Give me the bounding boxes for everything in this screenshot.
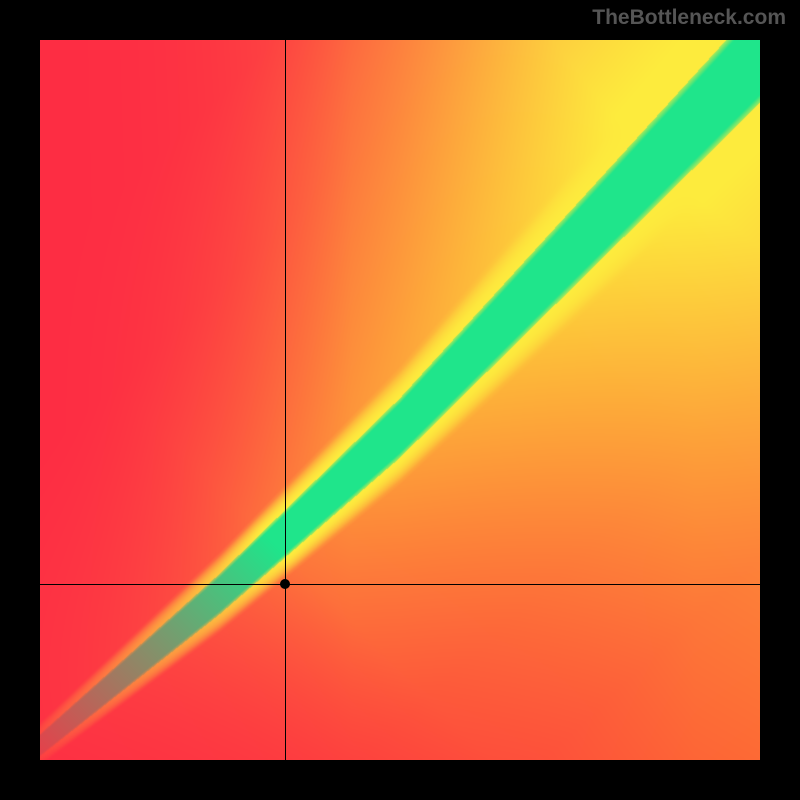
plot-area (40, 40, 760, 760)
attribution-text: TheBottleneck.com (592, 6, 786, 30)
heatmap-canvas (40, 40, 760, 760)
crosshair-horizontal (40, 584, 760, 585)
marker-point (280, 579, 290, 589)
chart-container: TheBottleneck.com (0, 0, 800, 800)
crosshair-vertical (285, 40, 286, 760)
